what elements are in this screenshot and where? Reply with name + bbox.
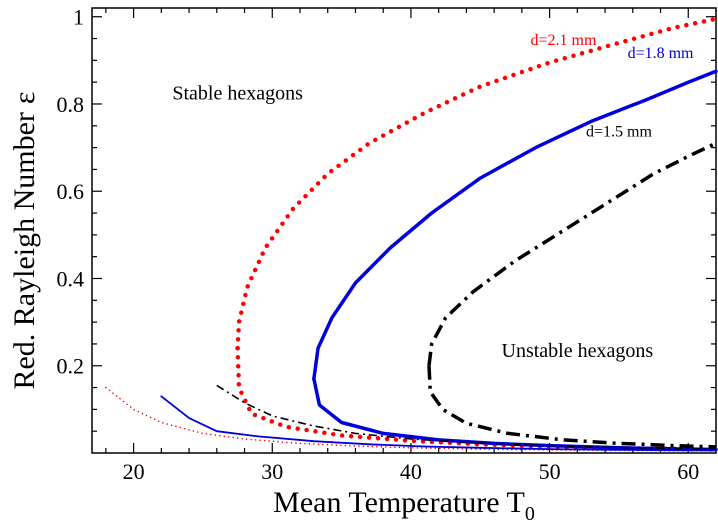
x-axis-title: Mean Temperature T0 [273, 486, 535, 525]
y-tick-label: 0.6 [57, 179, 85, 204]
y-tick-label: 0.2 [57, 354, 85, 379]
y-tick-label: 1 [73, 5, 84, 30]
y-tick-label: 0.4 [57, 266, 85, 291]
y-tick-label: 0.8 [57, 92, 85, 117]
x-tick-label: 20 [123, 459, 145, 484]
curve-labels: d=2.1 mm d=1.8 mm d=1.5 mm [531, 32, 695, 141]
x-axis-title-subscript: 0 [525, 503, 535, 525]
x-tick-label: 40 [400, 459, 422, 484]
annotation-1: Unstable hexagons [502, 340, 654, 362]
series-line-0 [235, 16, 718, 351]
curves [105, 16, 718, 452]
series-line-5 [427, 365, 717, 449]
tick-labels: 20 30 40 50 60 0.2 0.4 0.6 0.8 1 [57, 5, 700, 484]
annotations: Stable hexagons Unstable hexagons [172, 83, 653, 362]
series-line-7 [160, 395, 717, 452]
plot-frame [91, 7, 717, 454]
y-axis-title-main: Red. Rayleigh Number [8, 112, 41, 389]
x-tick-label: 30 [261, 459, 283, 484]
series-line-6 [105, 386, 717, 452]
y-axis-title: Red. Rayleigh Number ε [8, 91, 41, 389]
curve-label-2: d=1.8 mm [628, 45, 694, 62]
ticks [92, 8, 717, 453]
series-line-2 [312, 69, 718, 381]
y-axis-title-symbol: ε [8, 91, 41, 104]
x-tick-label: 50 [539, 459, 561, 484]
series-line-3 [312, 377, 718, 452]
curve-label-0: d=2.1 mm [531, 32, 597, 49]
x-tick-label: 60 [677, 459, 699, 484]
series-line-1 [235, 346, 718, 452]
curve-label-4: d=1.5 mm [586, 124, 652, 141]
series-line-4 [427, 141, 717, 366]
annotation-0: Stable hexagons [172, 83, 303, 105]
x-axis-title-main: Mean Temperature T [273, 486, 525, 519]
series-line-8 [216, 384, 717, 450]
